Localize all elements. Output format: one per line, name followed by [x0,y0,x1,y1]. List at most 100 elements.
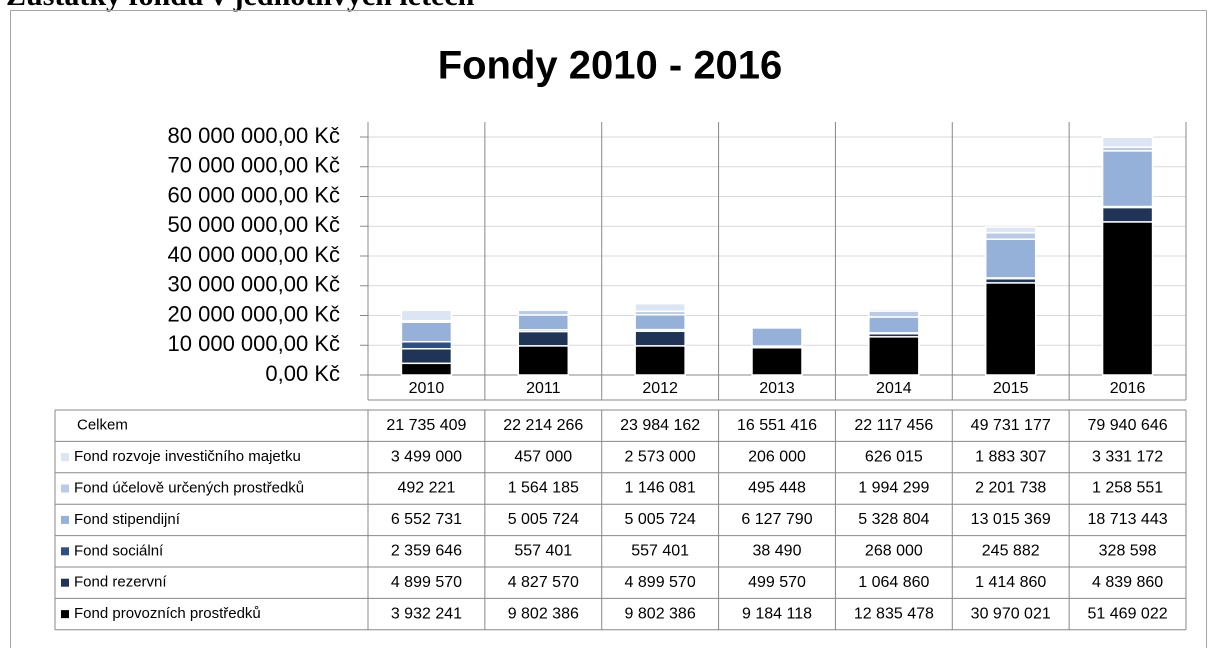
table-cell: 268 000 [865,543,923,560]
table-cell: 245 882 [982,543,1040,560]
table-cell: 557 401 [631,543,689,560]
x-tick-label: 2015 [993,380,1029,397]
table-cell: 457 000 [514,448,572,465]
table-cell: 1 064 860 [858,574,929,591]
table-row-label: Fond provozních prostředků [74,605,261,622]
table-cell: 16 551 416 [737,417,817,434]
bar-segment [401,342,451,349]
legend-key [61,485,69,493]
bar-segment [401,322,451,341]
table-cell: 22 214 266 [503,417,583,434]
table-cell: 12 835 478 [854,605,934,622]
table-cell: 9 184 118 [742,605,812,622]
bar-segment [518,309,568,310]
bar-segment [635,315,685,330]
bar-segment [752,328,802,346]
bar-segment [518,315,568,330]
table-cell: 5 005 724 [508,511,579,528]
table-cell: 557 401 [514,543,572,560]
table-row-label: Fond stipendijní [74,511,181,528]
y-tick-label: 0,00 Kč [265,361,340,386]
table-cell: 2 201 738 [975,480,1046,497]
table-cell: 1 258 551 [1092,480,1163,497]
bar-segment [1103,137,1153,147]
table-row-label: Fond rezervní [74,574,167,591]
table-cell: 9 802 386 [625,605,696,622]
bar-segment [1103,207,1153,221]
table-cell: 3 499 000 [391,448,462,465]
table-cell: 18 713 443 [1088,511,1168,528]
bar-segment [752,348,802,375]
table-cell: 495 448 [748,480,806,497]
y-tick-label: 60 000 000,00 Kč [168,182,340,207]
table-row-label: Fond účelově určených prostředků [74,479,304,496]
table-cell: 328 598 [1099,543,1157,560]
x-tick-label: 2012 [642,380,678,397]
bar-segment [401,310,451,320]
table-cell: 79 940 646 [1088,417,1168,434]
table-cell: 4 899 570 [625,574,696,591]
table-cell: 13 015 369 [971,511,1051,528]
y-tick-label: 80 000 000,00 Kč [168,123,340,148]
y-tick-label: 20 000 000,00 Kč [168,301,340,326]
bar-segment [986,233,1036,240]
bar-segment [518,331,568,345]
table-cell: 3 932 241 [391,605,462,622]
table-cell: 499 570 [748,574,806,591]
table-cell: 51 469 022 [1088,605,1168,622]
bar-segment [869,337,919,375]
y-tick-label: 10 000 000,00 Kč [168,331,340,356]
bar-segment [635,304,685,312]
table-cell: 6 127 790 [741,511,812,528]
bar-segment [1103,222,1153,375]
bar-segment [986,239,1036,278]
x-tick-label: 2010 [409,380,445,397]
table-cell: 5 005 724 [625,511,696,528]
table-cell: 30 970 021 [971,605,1051,622]
table-cell: 4 899 570 [391,574,462,591]
bar-segment [635,331,685,346]
bar-segment [1103,151,1153,207]
table-cell: 1 146 081 [625,480,696,497]
bar-segment [401,363,451,375]
table-cell: 6 552 731 [391,511,462,528]
bar-segment [752,326,802,327]
x-tick-label: 2014 [876,380,912,397]
y-tick-label: 40 000 000,00 Kč [168,242,340,267]
legend-key [61,610,69,618]
table-cell: 1 994 299 [858,480,929,497]
table-cell: 492 221 [398,480,456,497]
bar-segment [869,309,919,311]
legend-key [61,453,69,461]
bar-segment [518,346,568,375]
x-tick-label: 2016 [1110,380,1146,397]
table-cell: 626 015 [865,448,923,465]
bar-segment [869,311,919,317]
table-cell: 1 414 860 [975,574,1046,591]
x-tick-label: 2013 [759,380,795,397]
table-cell: 22 117 456 [854,417,933,434]
legend-key [61,516,69,524]
bar-segment [986,227,1036,233]
legend-key [61,579,69,587]
bar-segment [869,317,919,333]
table-cell: 38 490 [753,543,802,560]
table-cell: 1 564 185 [508,480,579,497]
y-tick-label: 50 000 000,00 Kč [168,212,340,237]
table-row-label: Fond sociální [74,542,164,559]
table-cell: 49 731 177 [971,417,1051,434]
table-cell: 5 328 804 [858,511,929,528]
legend-key [61,547,69,555]
table-cell: 4 839 860 [1092,574,1163,591]
table-cell: 9 802 386 [508,605,579,622]
table-cell: 1 883 307 [975,448,1046,465]
table-cell: 3 331 172 [1092,448,1163,465]
y-tick-label: 70 000 000,00 Kč [168,153,340,178]
x-tick-label: 2011 [526,380,561,397]
table-row-label: Celkem [77,417,128,434]
bar-segment [635,346,685,375]
table-cell: 2 359 646 [391,543,462,560]
table-cell: 2 573 000 [625,448,696,465]
table-row-label: Fond rozvoje investičního majetku [74,448,301,465]
